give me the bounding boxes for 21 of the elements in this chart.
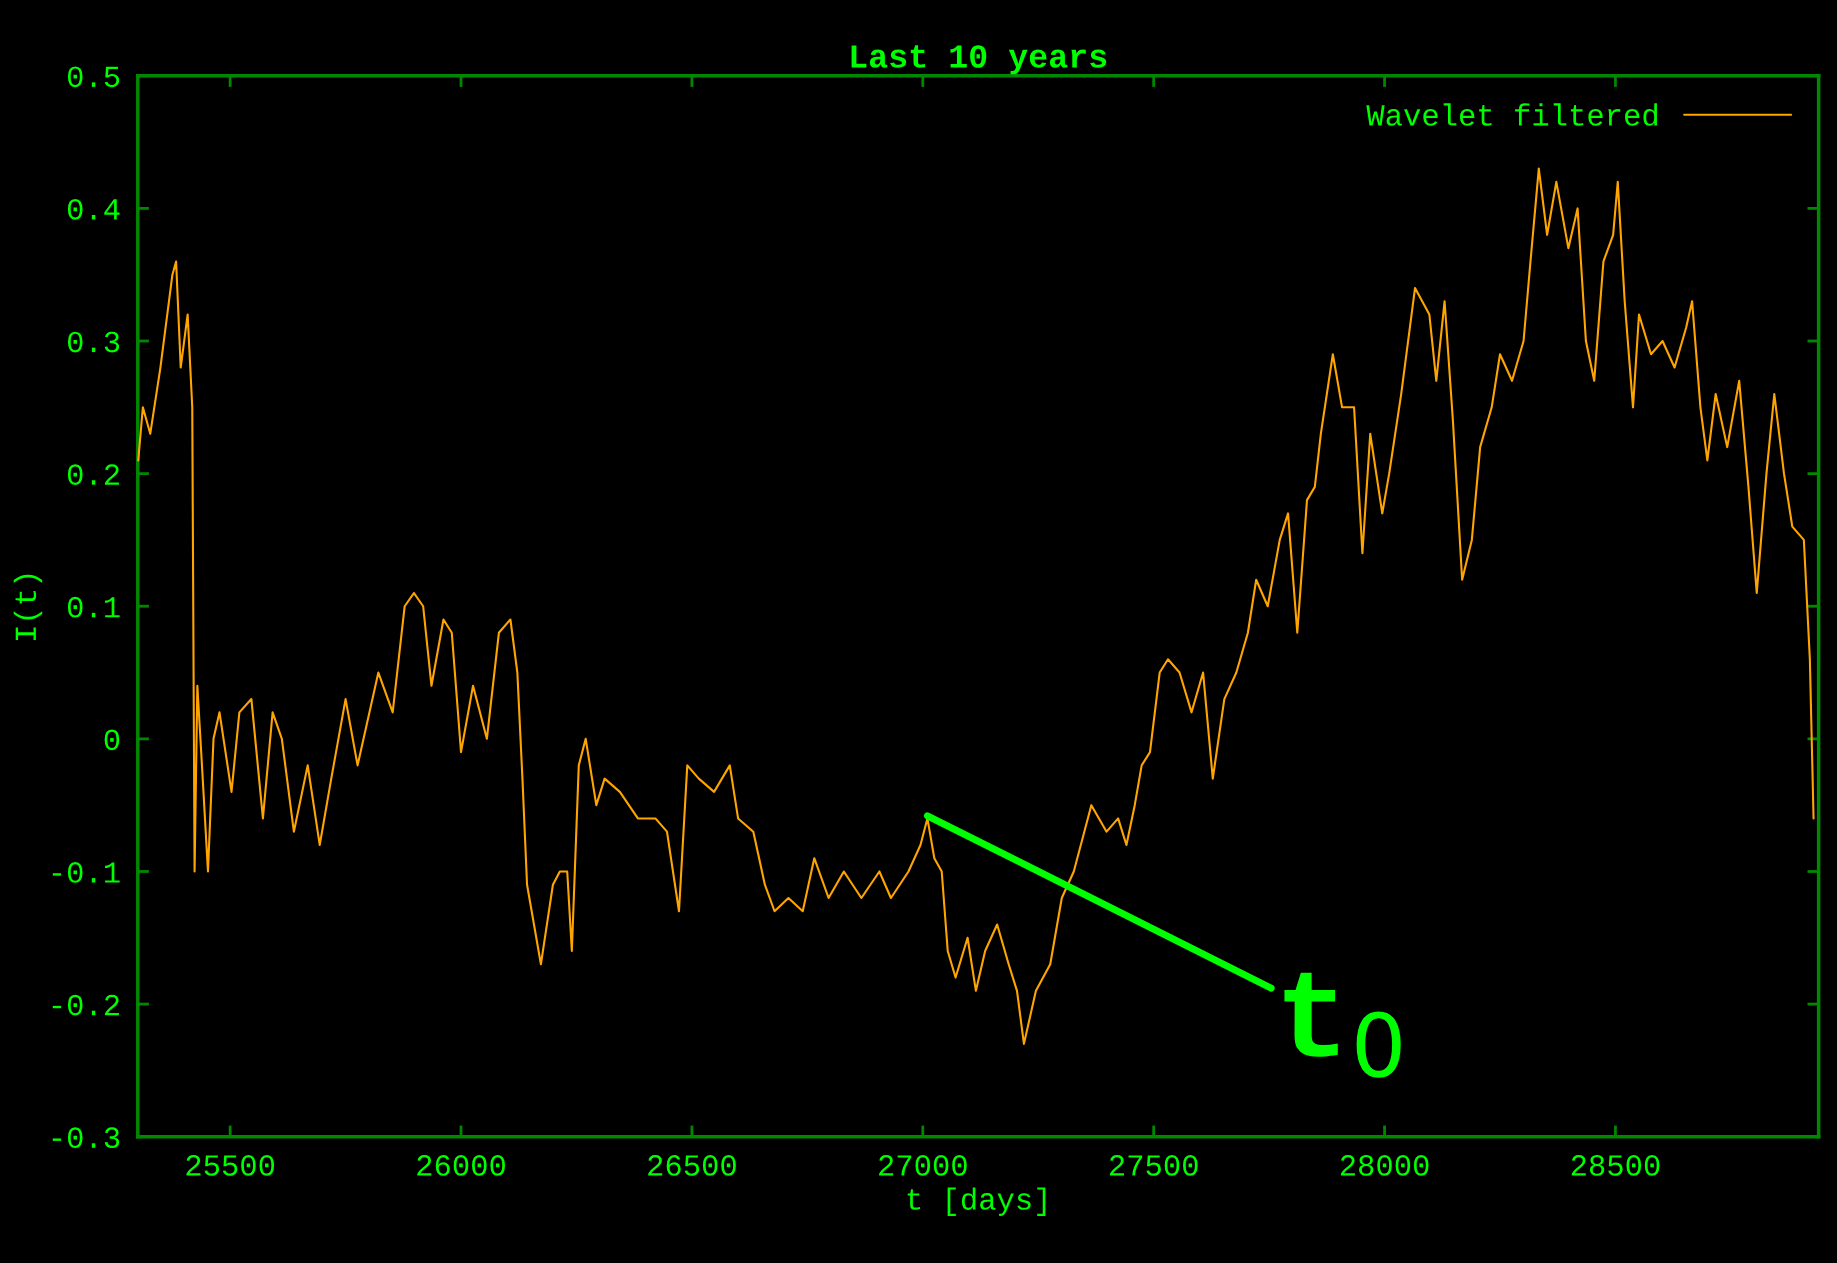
x-tick-label: 26000 [417,1155,505,1176]
y-tick-label: 0 [104,729,120,751]
legend-label: Wavelet filtered [1366,103,1658,126]
y-tick-label: 0.4 [67,199,120,220]
y-tick-label: -0.1 [52,862,120,883]
y-tick-label: 0.2 [67,464,119,485]
y-axis-title: I(t) [13,574,43,640]
x-tick-label: 27000 [879,1155,967,1176]
x-tick-label: 25500 [186,1155,275,1176]
y-tick-label: 0.3 [67,331,120,353]
y-tick-label: 0.5 [67,66,120,88]
annotation: t$_{0}$ [1284,972,1401,1078]
chart-title: Last 10 years [851,45,1107,75]
x-tick-label: 26500 [648,1155,736,1176]
x-tick-label: 28500 [1571,1155,1660,1176]
y-tick-label: -0.2 [52,994,119,1016]
y-tick-label: -0.3 [52,1127,120,1149]
x-axis-title: t [days] [907,1187,1046,1216]
x-tick-label: 27500 [1109,1155,1198,1176]
y-tick-label: 0.1 [67,596,120,618]
x-tick-label: 28000 [1340,1155,1429,1176]
